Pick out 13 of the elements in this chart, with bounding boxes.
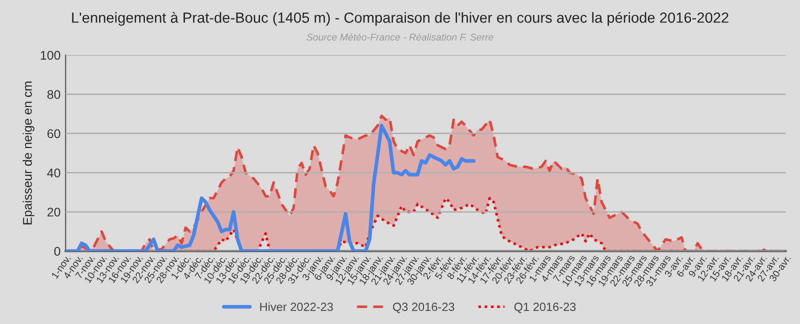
legend-label: Q3 2016-23 [392, 302, 454, 314]
legend-label: Hiver 2022-23 [260, 302, 333, 312]
y-tick-label: 0 [54, 246, 60, 256]
line-series [66, 124, 476, 252]
legend-label: Q1 2016-23 [514, 302, 576, 314]
y-tick-label: 80 [47, 90, 60, 99]
y-tick-label: 40 [47, 168, 60, 178]
y-tick-label: 60 [47, 129, 60, 138]
y-axis-title: Epaisseur de neige en cm [22, 82, 34, 224]
chart-title: L'enneigement à Prat-de-Bouc (1405 m) - Comparaison de l'hiver en cours avec la période 2016-2022 [72, 12, 728, 26]
chart-subtitle: Source Météo-France - Réalisation F. Serre [306, 33, 494, 41]
y-tick-label: 20 [47, 208, 60, 217]
y-tick-label: 100 [40, 50, 60, 60]
